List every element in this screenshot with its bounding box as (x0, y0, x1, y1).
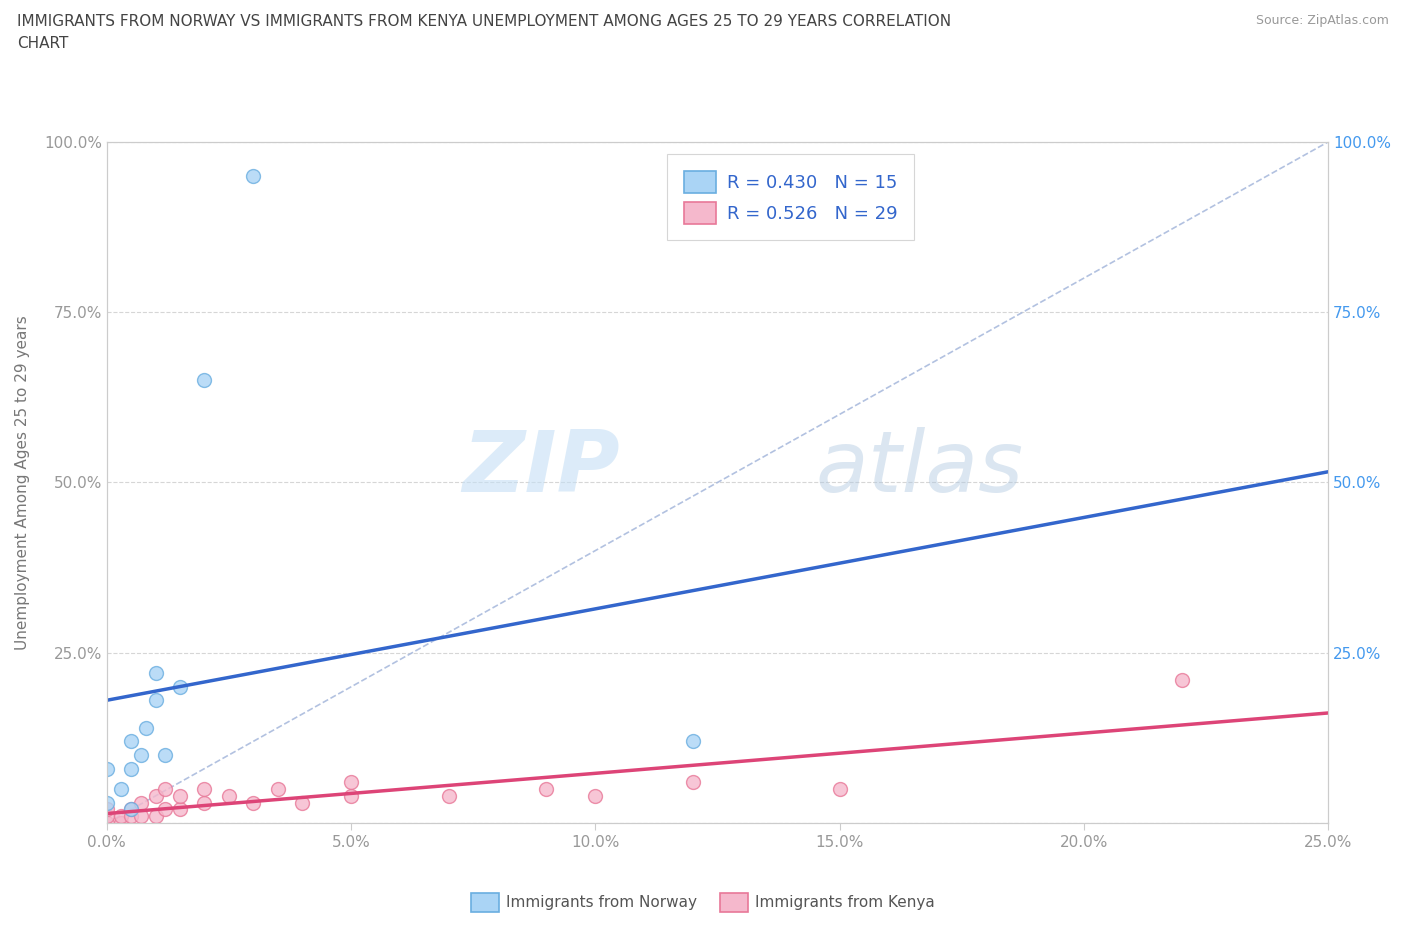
Point (96, 816, 118, 830)
Point (120, 809, 142, 824)
Point (193, 373, 215, 388)
Point (120, 802, 142, 817)
Point (145, 666, 167, 681)
Point (145, 789, 167, 804)
Point (536, 781, 558, 796)
Legend: Immigrants from Norway, Immigrants from Kenya: Immigrants from Norway, Immigrants from … (465, 887, 941, 918)
Point (218, 789, 240, 804)
Point (96, 802, 118, 817)
Point (155, 802, 177, 817)
Point (583, 789, 606, 804)
Point (120, 734, 142, 749)
Point (155, 781, 177, 796)
Point (96, 809, 118, 824)
Point (169, 789, 191, 804)
Point (193, 781, 215, 796)
Point (340, 775, 363, 790)
Point (135, 721, 157, 736)
Point (110, 809, 132, 824)
Point (682, 775, 704, 790)
Point (129, 795, 152, 810)
Point (242, 168, 264, 183)
Point (155, 748, 177, 763)
Point (110, 816, 132, 830)
Text: IMMIGRANTS FROM NORWAY VS IMMIGRANTS FROM KENYA UNEMPLOYMENT AMONG AGES 25 TO 29: IMMIGRANTS FROM NORWAY VS IMMIGRANTS FRO… (17, 14, 950, 51)
Point (96, 795, 118, 810)
Point (129, 809, 152, 824)
Point (1170, 672, 1192, 687)
Text: ZIP: ZIP (463, 428, 620, 511)
Point (682, 734, 704, 749)
Text: atlas: atlas (815, 428, 1024, 511)
Legend: R = 0.430   N = 15, R = 0.526   N = 29: R = 0.430 N = 15, R = 0.526 N = 29 (668, 154, 914, 240)
Point (120, 761, 142, 776)
Point (169, 802, 191, 817)
Point (129, 748, 152, 763)
Point (340, 789, 363, 804)
Text: Source: ZipAtlas.com: Source: ZipAtlas.com (1256, 14, 1389, 27)
Point (267, 781, 290, 796)
Point (193, 795, 215, 810)
Point (828, 781, 851, 796)
Point (145, 809, 167, 824)
Point (437, 789, 460, 804)
Point (110, 781, 132, 796)
Point (291, 795, 314, 810)
Point (242, 795, 264, 810)
Point (96, 761, 118, 776)
Y-axis label: Unemployment Among Ages 25 to 29 years: Unemployment Among Ages 25 to 29 years (15, 315, 30, 650)
Point (120, 802, 142, 817)
Point (145, 693, 167, 708)
Point (169, 680, 191, 695)
